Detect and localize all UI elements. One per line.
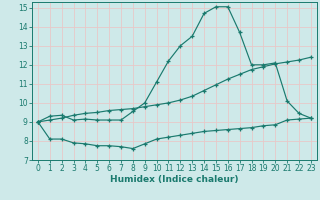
X-axis label: Humidex (Indice chaleur): Humidex (Indice chaleur)	[110, 175, 239, 184]
